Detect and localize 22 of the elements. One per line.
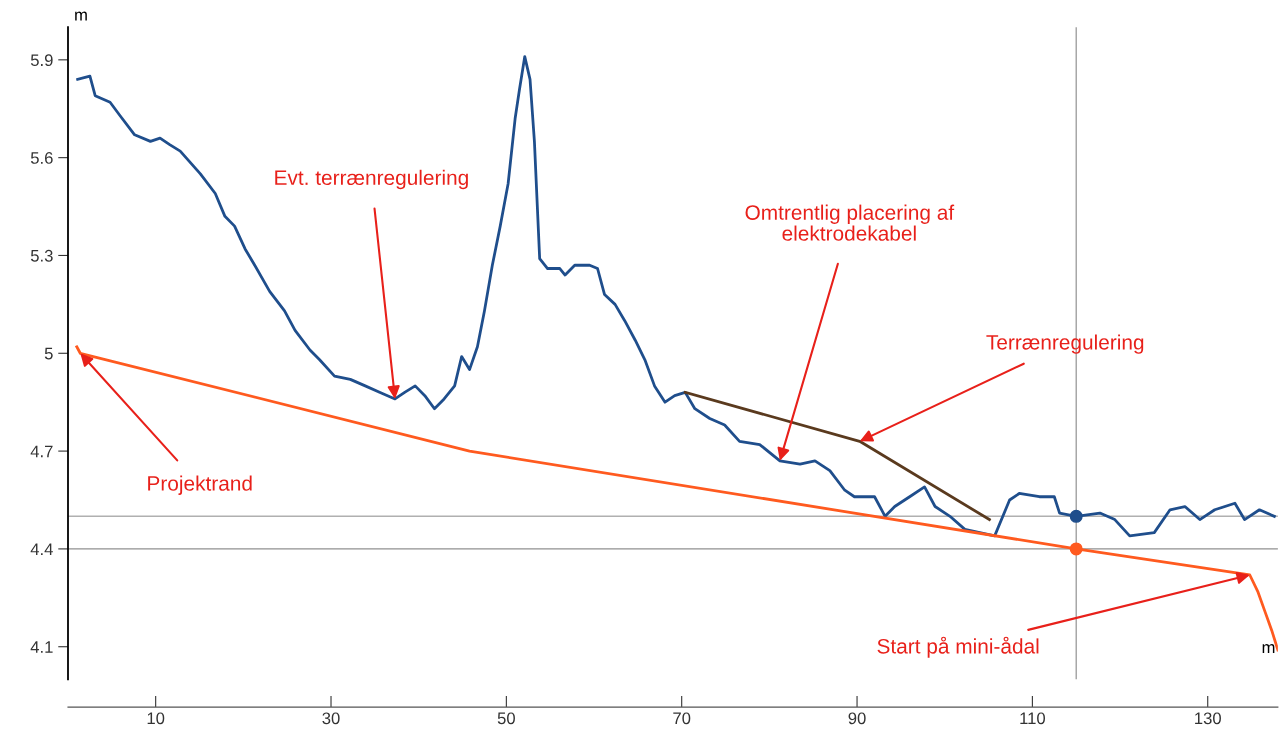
x-tick-label: 10 (147, 712, 165, 725)
y-tick-label: 4.7 (30, 445, 53, 458)
annotation: Evt. terrænregulering (275, 169, 468, 190)
x-tick-label: 110 (1020, 712, 1046, 725)
annotation: Projektrand (148, 475, 252, 495)
x-tick-label: 50 (497, 712, 515, 725)
annotation: Start på mini-ådal (877, 636, 1039, 658)
x-tick-label: 130 (1195, 712, 1221, 725)
x-tick-label: 70 (673, 712, 691, 725)
y-tick-label: 5 (44, 347, 53, 360)
y-tick-label: 4.1 (30, 641, 53, 653)
x-tick-label: 30 (322, 712, 340, 725)
y-tick-label: 5.9 (30, 54, 53, 67)
y-tick-label: 4.4 (30, 543, 53, 555)
annotation: Omtrentlig placering af elektrodekabel (745, 204, 955, 241)
x-axis-title: m (1262, 644, 1275, 654)
annotation: Terrænregulering (986, 334, 1144, 354)
line-series (76, 55, 1276, 538)
y-tick-label: 5.6 (30, 152, 53, 164)
x-tick-label: 90 (848, 712, 866, 725)
y-axis-title: m (75, 11, 87, 21)
y-tick-label: 5.3 (30, 249, 53, 262)
